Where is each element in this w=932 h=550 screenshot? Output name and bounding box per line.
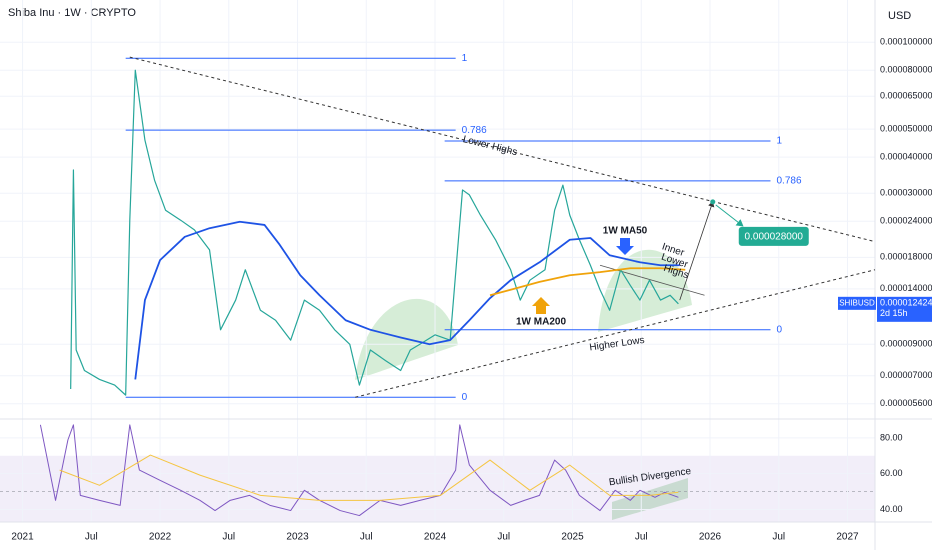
- ma200-arrow: [532, 297, 550, 314]
- projection-arrow: [679, 201, 715, 301]
- currency-label: USD: [888, 10, 911, 22]
- x-tick-label: 2021: [11, 532, 34, 543]
- grid: [0, 0, 875, 522]
- y-tick-label: 0.000014000: [880, 283, 932, 293]
- x-tick-label: Jul: [85, 532, 98, 543]
- ma200-label: 1W MA200: [516, 317, 566, 328]
- x-tick-label: Jul: [360, 532, 373, 543]
- price-label: 0.000012424: [880, 298, 932, 308]
- fib-level-label: 0: [462, 392, 468, 403]
- series-line: [489, 267, 686, 297]
- y-tick-label: 60.00: [880, 468, 903, 478]
- fib-level-label: 0.786: [777, 176, 802, 187]
- series-line: [39, 424, 679, 517]
- y-tick-label: 0.000018000: [880, 252, 932, 262]
- y-tick-label: 80.00: [880, 432, 903, 442]
- x-tick-label: Jul: [635, 532, 648, 543]
- fib-level-label: 0: [777, 324, 783, 335]
- rsi-band: [0, 455, 875, 522]
- series-line: [59, 454, 679, 501]
- target-pointer: [715, 204, 744, 227]
- y-tick-label: 0.000024000: [880, 216, 932, 226]
- y-tick-label: 0.000050000: [880, 124, 932, 134]
- x-tick-label: 2026: [699, 532, 722, 543]
- y-tick-label: 40.00: [880, 504, 903, 514]
- fib-level-label: 1: [777, 136, 783, 147]
- ma50-label: 1W MA50: [603, 226, 648, 237]
- symbol-label: SHIBUSD: [839, 298, 875, 307]
- y-tick-label: 0.000100000: [880, 37, 932, 47]
- symbol-label-box: [838, 296, 876, 310]
- y-tick-label: 0.000007000: [880, 370, 932, 380]
- target-label-box: [738, 226, 809, 246]
- countdown-label: 2d 15h: [880, 308, 908, 318]
- trendline: [355, 269, 876, 398]
- y-tick-label: 0.000030000: [880, 188, 932, 198]
- x-tick-label: 2022: [149, 532, 172, 543]
- x-tick-label: Jul: [497, 532, 510, 543]
- x-tick-label: 2024: [424, 532, 447, 543]
- trendline: [129, 56, 876, 243]
- y-tick-label: 0.000080000: [880, 65, 932, 75]
- y-tick-label: 0.000005600: [880, 398, 932, 408]
- x-tick-label: 2023: [286, 532, 309, 543]
- series-line: [134, 220, 680, 380]
- ma50-arrow: [616, 238, 634, 255]
- price-label-box: [877, 296, 932, 322]
- fib-level-label: 0.786: [462, 125, 487, 136]
- x-tick-label: 2027: [836, 532, 859, 543]
- x-tick-label: Jul: [222, 532, 235, 543]
- chart-title: Shiba Inu · 1W · CRYPTO: [8, 7, 136, 19]
- y-tick-label: 0.000009000: [880, 339, 932, 349]
- target-point: [710, 199, 716, 205]
- x-tick-label: Jul: [772, 532, 785, 543]
- x-tick-label: 2025: [561, 532, 584, 543]
- y-tick-label: 0.000040000: [880, 152, 932, 162]
- series-line: [70, 69, 679, 396]
- y-tick-label: 0.000065000: [880, 91, 932, 101]
- target-label: 0.000028000: [745, 232, 804, 243]
- fib-level-label: 1: [462, 53, 468, 64]
